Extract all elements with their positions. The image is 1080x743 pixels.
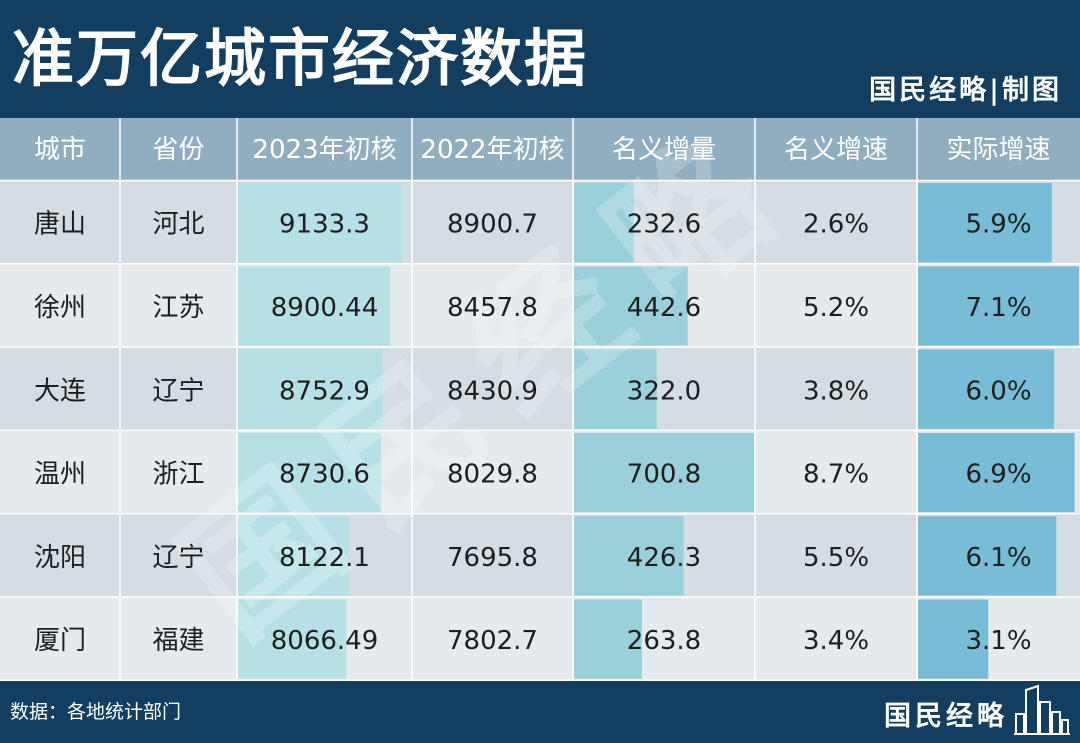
cell-gdp-2022: 8900.7 — [447, 210, 538, 240]
column-header-real-growth: 实际增速 — [946, 135, 1050, 165]
cell-increase: 263.8 — [627, 626, 701, 656]
cell-gdp-2023: 8730.6 — [279, 460, 370, 490]
cell-real-growth: 6.1% — [965, 543, 1031, 573]
cell-nominal-growth: 3.4% — [803, 626, 869, 656]
cell-real-growth: 7.1% — [965, 293, 1031, 323]
bar-real-growth — [918, 349, 1055, 429]
cell-increase: 700.8 — [627, 460, 701, 490]
cell-city: 厦门 — [34, 626, 86, 656]
bar-increase — [574, 599, 642, 679]
footer-brand: 国民经略 — [884, 701, 1008, 732]
cell-nominal-growth: 8.7% — [803, 460, 869, 490]
cell-gdp-2023: 8900.44 — [271, 293, 379, 323]
bar-increase — [574, 183, 634, 263]
column-header-gdp-2023: 2023年初核 — [252, 135, 396, 165]
cell-nominal-growth: 2.6% — [803, 210, 869, 240]
cell-province: 辽宁 — [152, 543, 204, 573]
source-note: 数据：各地统计部门 — [10, 701, 182, 723]
cell-nominal-growth: 5.5% — [803, 543, 869, 573]
header-row — [0, 118, 1080, 180]
bar-real-growth — [918, 183, 1052, 263]
bar-real-growth — [918, 266, 1079, 346]
bar-gdp-2023 — [238, 599, 347, 679]
bar-real-growth — [918, 516, 1057, 596]
cell-gdp-2022: 8029.8 — [447, 460, 538, 490]
bar-increase — [574, 516, 684, 596]
cell-real-growth: 5.9% — [965, 210, 1031, 240]
cell-increase: 426.3 — [627, 543, 701, 573]
cell-increase: 232.6 — [627, 210, 701, 240]
cell-city: 沈阳 — [34, 543, 86, 573]
row-background — [0, 597, 1080, 681]
column-header-province: 省份 — [152, 135, 204, 165]
cell-real-growth: 6.0% — [965, 376, 1031, 406]
cell-gdp-2022: 8430.9 — [447, 376, 538, 406]
page-title: 准万亿城市经济数据 — [12, 22, 589, 95]
bar-increase — [574, 349, 657, 429]
bar-increase — [574, 266, 688, 346]
bar-real-growth — [918, 432, 1075, 513]
cell-province: 河北 — [152, 210, 204, 240]
bar-increase — [574, 432, 754, 513]
brand-credit: 国民经略|制图 — [869, 75, 1062, 106]
cell-city: 唐山 — [34, 210, 86, 240]
cell-gdp-2023: 8752.9 — [279, 376, 370, 406]
cell-nominal-growth: 5.2% — [803, 293, 869, 323]
cell-province: 江苏 — [152, 293, 204, 323]
cell-real-growth: 3.1% — [965, 626, 1031, 656]
cell-gdp-2022: 7802.7 — [447, 626, 538, 656]
cell-province: 福建 — [152, 626, 204, 656]
cell-gdp-2022: 8457.8 — [447, 293, 538, 323]
column-header-nominal-growth: 名义增速 — [784, 135, 888, 165]
skyline-logo-icon — [1014, 684, 1070, 735]
bar-real-growth — [918, 599, 989, 679]
cell-city: 大连 — [34, 376, 86, 406]
column-header-gdp-2022: 2022年初核 — [420, 135, 564, 165]
bar-gdp-2023 — [238, 516, 350, 596]
cell-increase: 442.6 — [627, 293, 701, 323]
row-background — [0, 514, 1080, 598]
cell-gdp-2023: 9133.3 — [279, 210, 370, 240]
cell-nominal-growth: 3.8% — [803, 376, 869, 406]
cell-gdp-2023: 8122.1 — [279, 543, 370, 573]
cell-city: 温州 — [34, 460, 86, 490]
row-background — [0, 181, 1080, 265]
cell-real-growth: 6.9% — [965, 460, 1031, 490]
cell-increase: 322.0 — [627, 376, 701, 406]
column-header-city: 城市 — [34, 135, 86, 165]
cell-gdp-2022: 7695.8 — [447, 543, 538, 573]
cell-province: 浙江 — [152, 460, 204, 490]
bar-gdp-2023 — [238, 183, 403, 263]
row-background — [0, 264, 1080, 348]
bar-gdp-2023 — [238, 266, 391, 346]
column-header-increase: 名义增量 — [612, 135, 716, 165]
cell-city: 徐州 — [34, 293, 86, 323]
bar-gdp-2023 — [238, 349, 383, 429]
row-background — [0, 347, 1080, 431]
row-background — [0, 430, 1080, 515]
cell-province: 辽宁 — [152, 376, 204, 406]
bar-gdp-2023 — [238, 432, 382, 513]
cell-gdp-2023: 8066.49 — [271, 626, 379, 656]
